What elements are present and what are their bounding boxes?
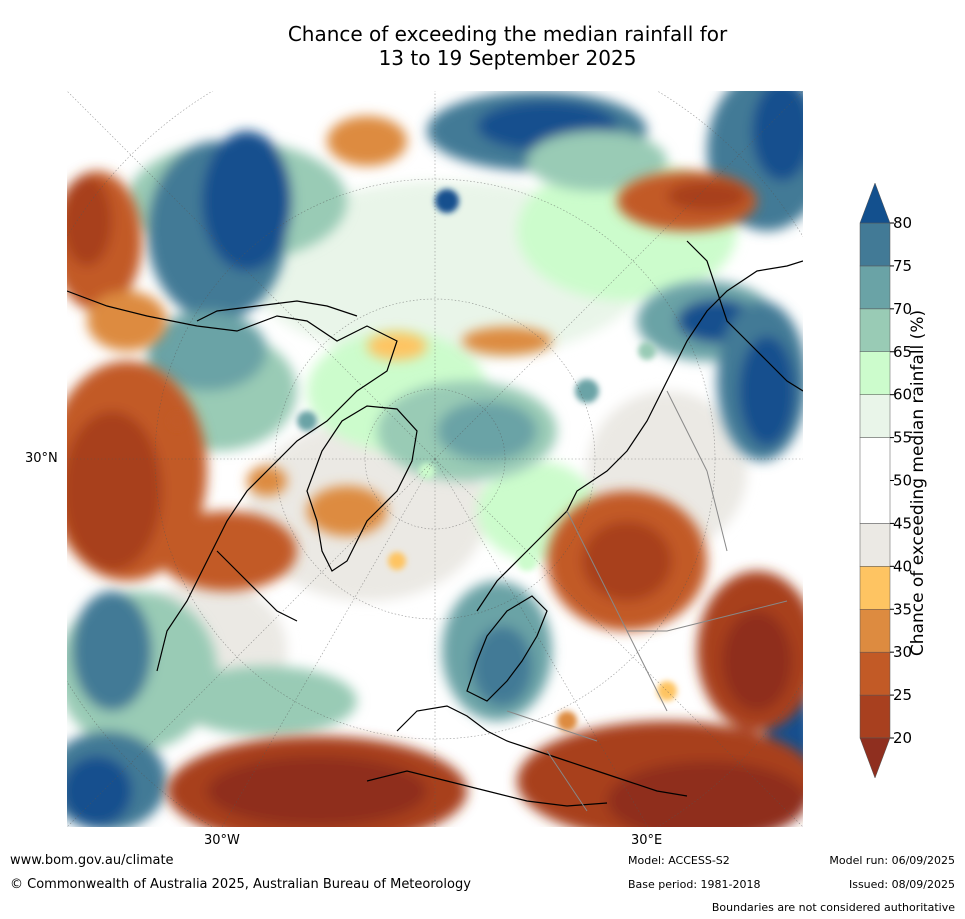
- hudson-coast: [216, 550, 298, 622]
- colorbar-tick-label-55: 55: [893, 429, 912, 447]
- colorbar-tick-label-25: 25: [893, 686, 912, 704]
- map-title: Chance of exceeding the median rainfall …: [0, 22, 965, 70]
- mediterranean-coast: [366, 770, 608, 807]
- colorbar-tick-label-65: 65: [893, 343, 912, 361]
- colorbar-band-35-40: [859, 566, 891, 610]
- base-period: Base period: 1981-2018: [628, 878, 761, 891]
- colorbar-band-65-70: [859, 308, 891, 352]
- map-title-line2: 13 to 19 September 2025: [378, 46, 637, 70]
- latitude-label-30n: 30°N: [25, 451, 58, 466]
- colorbar-tick-label-80: 80: [893, 214, 912, 232]
- colorbar-band-25-30: [859, 651, 891, 696]
- longitude-label-30w: 30°W: [204, 833, 240, 848]
- website-link[interactable]: www.bom.gov.au/climate: [10, 853, 174, 868]
- colorbar-tick-label-30: 30: [893, 643, 912, 661]
- colorbar-title: Chance of exceeding median rainfall (%): [908, 309, 928, 657]
- colorbar-band-70-75: [859, 265, 891, 310]
- copyright-notice: © Commonwealth of Australia 2025, Austra…: [10, 877, 471, 892]
- colorbar-tick-label-20: 20: [893, 729, 912, 747]
- colorbar-tick-label-45: 45: [893, 514, 912, 532]
- scandinavia-coast: [466, 595, 548, 702]
- colorbar-tick-label-40: 40: [893, 557, 912, 575]
- country-borders: [506, 390, 788, 812]
- model-run-date: Model run: 06/09/2025: [829, 854, 955, 867]
- colorbar-band-20-25: [859, 694, 891, 739]
- polar-map: [67, 91, 803, 827]
- colorbar-tick-label-60: 60: [893, 386, 912, 404]
- rainfall-field-wet: [67, 91, 803, 827]
- colorbar-tick-label-70: 70: [893, 300, 912, 318]
- coastlines: [67, 240, 803, 807]
- colorbar-band-55-60: [859, 394, 891, 438]
- boundaries-disclaimer: Boundaries are not considered authoritat…: [711, 901, 955, 914]
- alaska-coast: [196, 300, 358, 322]
- graticule: [67, 91, 803, 827]
- model-name: Model: ACCESS-S2: [628, 854, 730, 867]
- eurasia-north-coast: [476, 260, 803, 612]
- colorbar-band-60-65: [859, 351, 891, 395]
- colorbar-tick-label-50: 50: [893, 472, 912, 490]
- colorbar: 20 25 30 35 40 45 50 55 60 65 70 75 80: [855, 180, 965, 785]
- colorbar-band-75-80: [859, 222, 891, 267]
- colorbar-band-45-55: [859, 437, 891, 524]
- longitude-label-30e: 30°E: [631, 833, 663, 848]
- rainfall-field-dry: [67, 116, 803, 827]
- colorbar-ticks: 20 25 30 35 40 45 50 55 60 65 70 75 80: [890, 214, 912, 747]
- rainfall-field-detail: [168, 189, 677, 731]
- colorbar-tick-label-35: 35: [893, 600, 912, 618]
- colorbar-svg: 20 25 30 35 40 45 50 55 60 65 70 75 80: [859, 182, 912, 779]
- map-title-line1: Chance of exceeding the median rainfall …: [287, 22, 728, 46]
- issued-date: Issued: 08/09/2025: [848, 878, 955, 891]
- colorbar-band-40-45: [859, 523, 891, 567]
- east-asia-coast: [686, 240, 803, 392]
- map-canvas: [67, 91, 803, 827]
- colorbar-tick-label-75: 75: [893, 257, 912, 275]
- greenland-coast: [306, 405, 418, 572]
- europe-coast: [396, 705, 688, 797]
- colorbar-band-30-35: [859, 609, 891, 653]
- colorbar-extend-below: [859, 737, 891, 779]
- north-america-coast: [67, 290, 398, 672]
- colorbar-swatches: [859, 182, 891, 779]
- colorbar-extend-above: [859, 182, 891, 224]
